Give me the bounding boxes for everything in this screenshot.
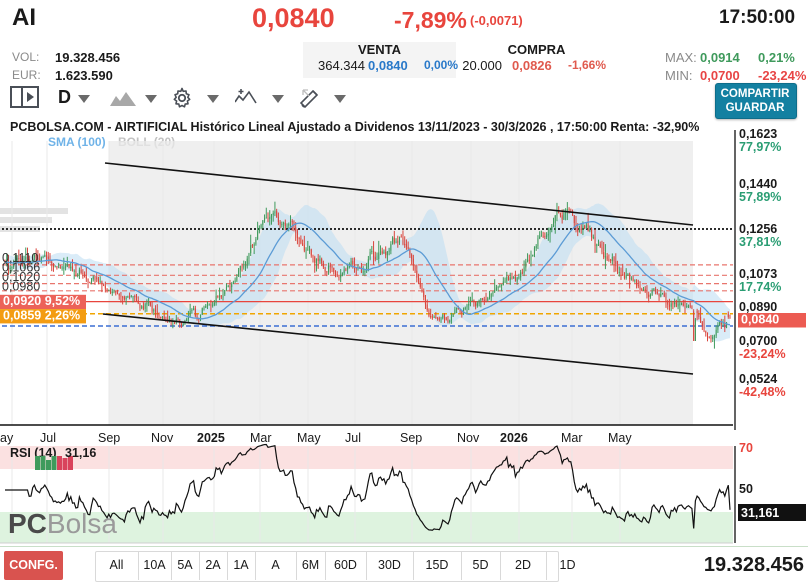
svg-text:PCBolsa: PCBolsa	[8, 508, 117, 539]
svg-text:RSI (14): RSI (14)	[10, 446, 57, 460]
svg-text:31,16: 31,16	[65, 446, 96, 460]
svg-text:31,161: 31,161	[741, 506, 779, 520]
svg-text:50: 50	[739, 482, 753, 496]
svg-text:70: 70	[739, 441, 753, 455]
